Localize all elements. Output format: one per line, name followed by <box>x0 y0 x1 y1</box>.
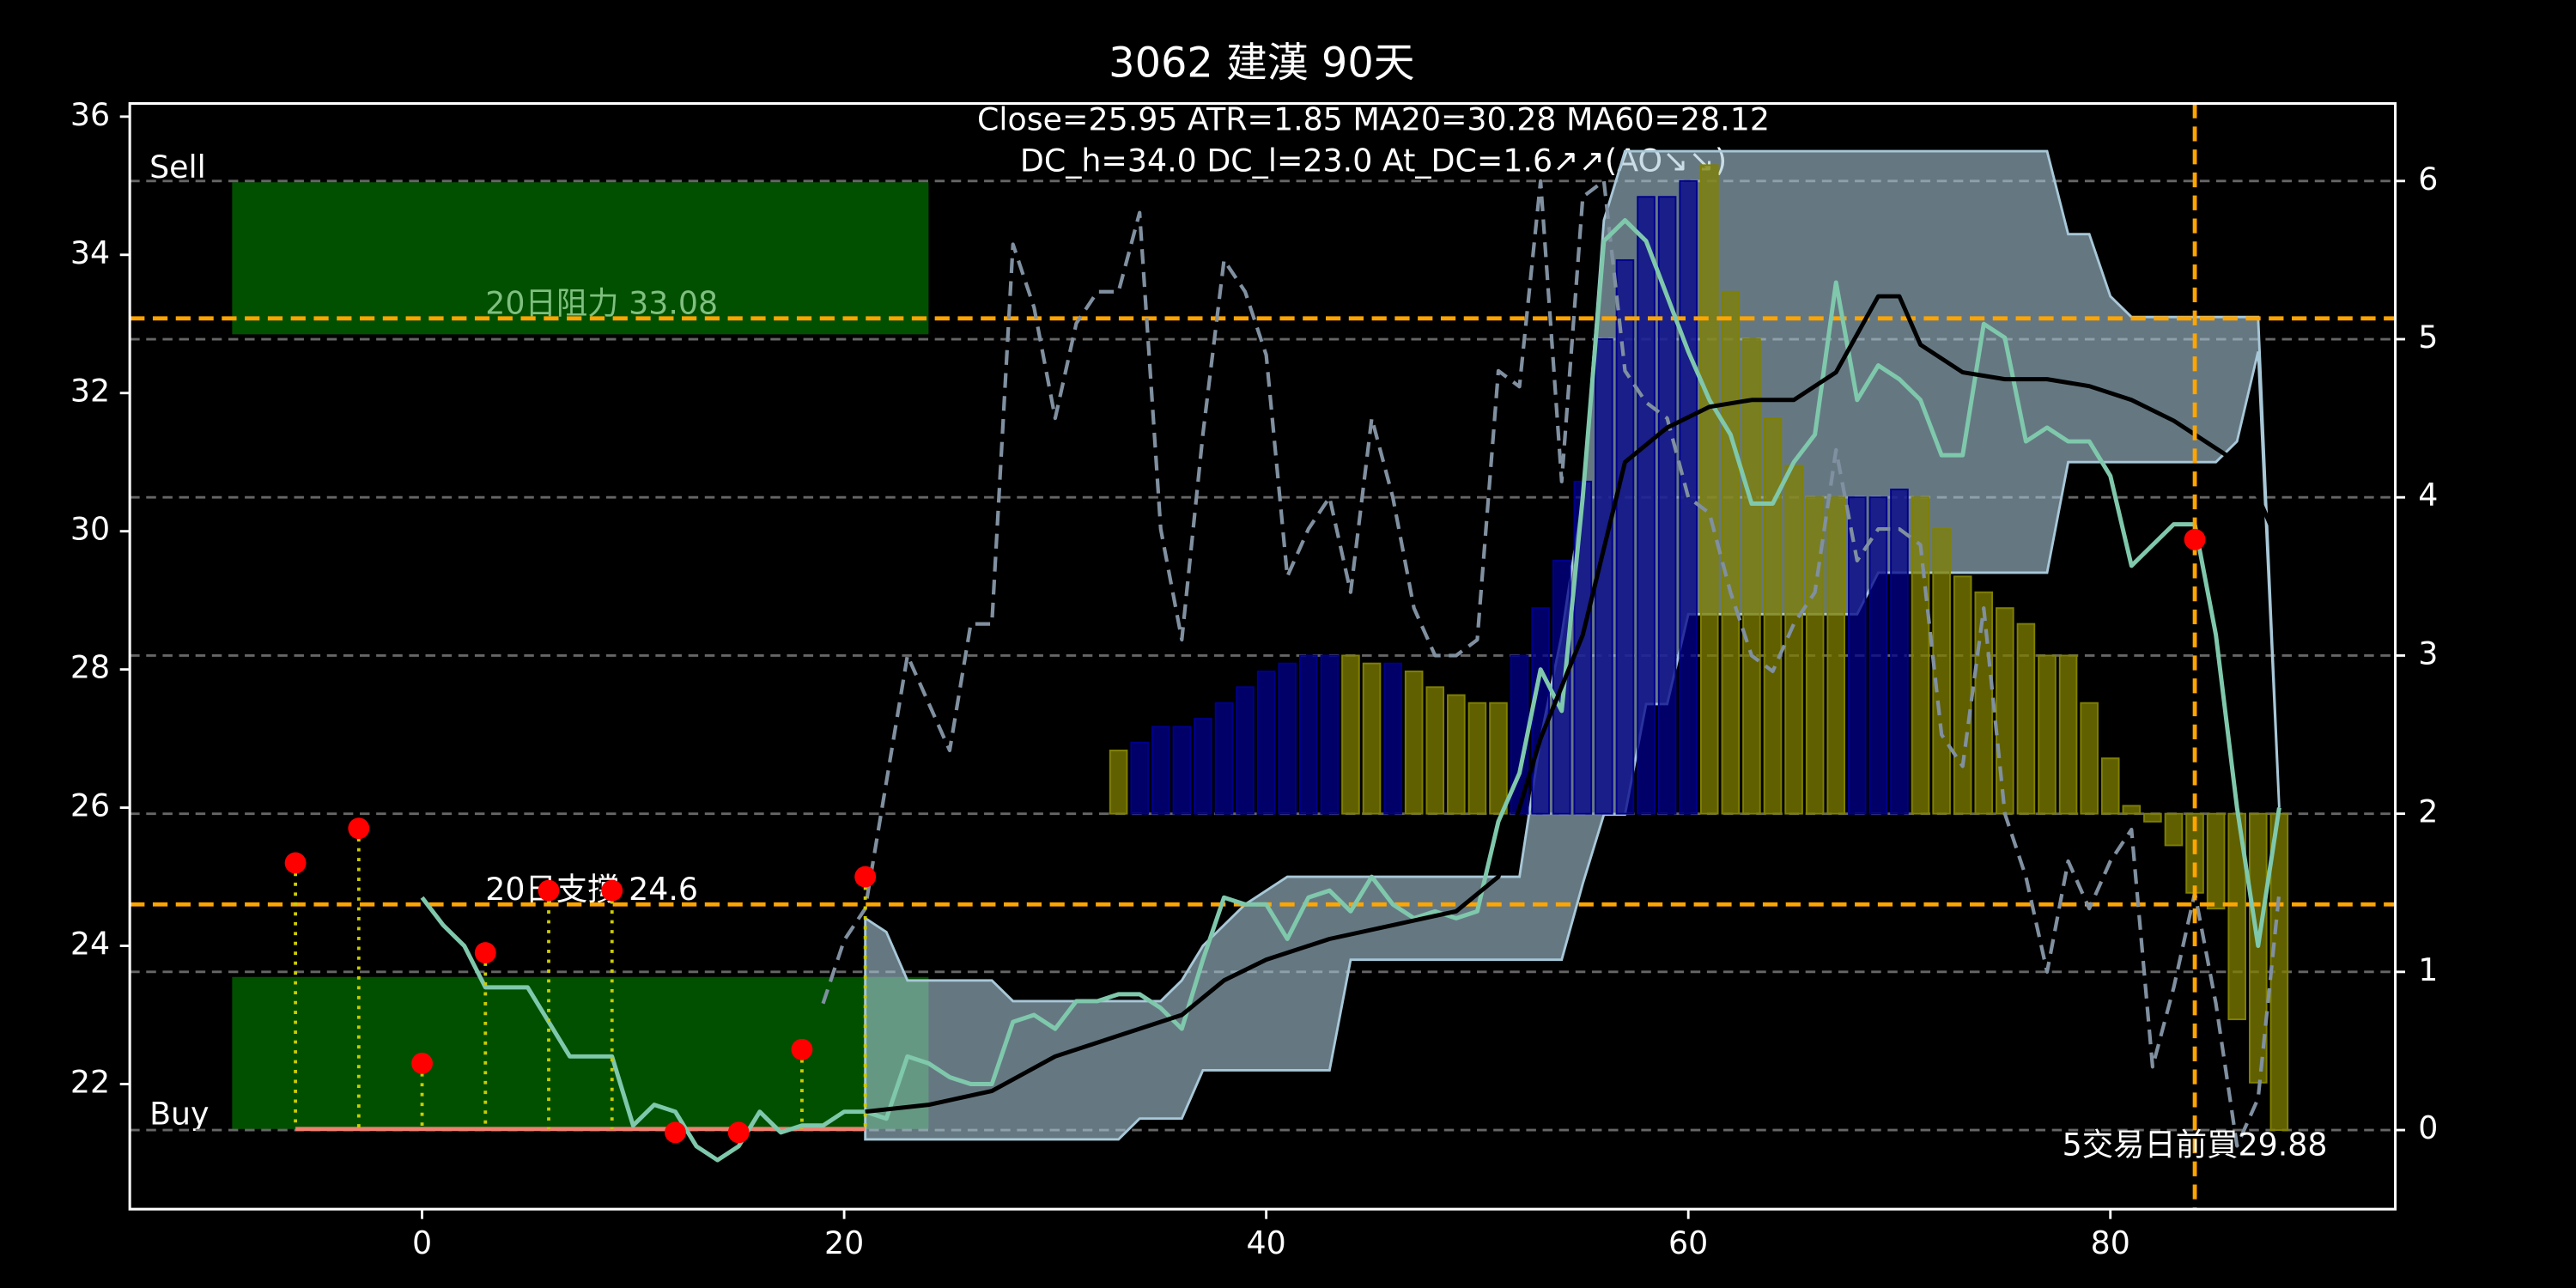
signal-point <box>538 879 560 902</box>
bar <box>1699 164 1719 815</box>
signal-point <box>601 879 623 902</box>
bar <box>1194 718 1212 815</box>
marker-point <box>2184 528 2206 550</box>
zone <box>232 976 929 1129</box>
bar <box>1109 749 1128 815</box>
bar <box>1404 670 1424 815</box>
y-tick-label: 34 <box>70 234 110 271</box>
bar <box>1868 496 1888 815</box>
bar <box>1996 607 2014 815</box>
y2-tick-label: 5 <box>2418 319 2438 355</box>
series-line <box>821 179 2281 1148</box>
bar <box>1637 196 1656 815</box>
bar <box>1826 496 1846 815</box>
bar <box>1425 686 1445 815</box>
x-tick-label: 40 <box>1247 1224 1286 1261</box>
signal-point <box>854 866 877 888</box>
y2-tick-label: 0 <box>2418 1109 2438 1146</box>
bar <box>1172 726 1192 815</box>
bar <box>2100 757 2120 815</box>
bar <box>1489 702 1508 815</box>
bar <box>1130 741 1149 815</box>
bar <box>1531 607 1550 815</box>
x-tick-label: 60 <box>1668 1224 1708 1261</box>
level-label: 20日阻力 33.08 <box>485 285 718 322</box>
x-tick-label: 80 <box>2091 1224 2130 1261</box>
y-tick-label: 28 <box>70 649 110 686</box>
signal-point <box>284 852 307 874</box>
bar <box>1151 726 1170 815</box>
signal-point <box>474 942 496 964</box>
chart-subtitle: DC_h=34.0 DC_l=23.0 At_DC=1.6↗↗(AO↘↘) <box>1020 142 1727 179</box>
bar <box>2164 812 2184 847</box>
bar <box>1953 575 1972 815</box>
bar <box>2058 654 2078 815</box>
signal-point <box>727 1121 750 1144</box>
y2-tick-label: 3 <box>2418 635 2438 671</box>
x-tick-label: 0 <box>412 1224 432 1261</box>
bar <box>2080 702 2099 815</box>
bar <box>1362 662 1382 815</box>
bar <box>1742 338 1761 815</box>
bar <box>1236 686 1255 815</box>
zone-label: Sell <box>149 149 206 185</box>
bar <box>1256 670 1276 815</box>
y-tick-label: 30 <box>70 511 110 548</box>
level-label: 20日支撐 24.6 <box>485 871 698 908</box>
bar <box>1805 496 1825 815</box>
bar <box>1974 591 1994 815</box>
bar <box>1383 662 1402 815</box>
y-tick-label: 22 <box>70 1064 110 1101</box>
bar <box>2206 812 2226 910</box>
zone <box>232 182 929 335</box>
bar <box>1763 417 1783 815</box>
bar <box>1467 702 1487 815</box>
bar <box>1341 654 1360 815</box>
chart-title: 3062 建漢 90天 <box>1109 40 1414 88</box>
bar <box>2143 812 2162 823</box>
bar <box>1615 258 1635 815</box>
signal-point <box>411 1052 433 1074</box>
y2-tick-label: 6 <box>2418 161 2438 197</box>
marker-label: 5交易日前買29.88 <box>2063 1126 2328 1163</box>
y-tick-label: 24 <box>70 926 110 963</box>
bar <box>2038 654 2057 815</box>
bar <box>1657 196 1677 815</box>
bar <box>1278 662 1297 815</box>
y-tick-label: 32 <box>70 373 110 410</box>
bar <box>1848 496 1867 815</box>
signal-point <box>791 1038 813 1060</box>
y2-tick-label: 4 <box>2418 477 2438 513</box>
y2-tick-label: 2 <box>2418 793 2438 830</box>
series-line <box>865 294 2281 1115</box>
channel-band <box>864 149 2281 1141</box>
y2-tick-label: 1 <box>2418 951 2438 988</box>
x-tick-label: 20 <box>824 1224 864 1261</box>
bar <box>1679 179 1698 815</box>
bar <box>2016 623 2036 815</box>
chart-subtitle: Close=25.95 ATR=1.85 MA20=30.28 MA60=28.… <box>977 101 1770 138</box>
bar <box>1447 694 1466 815</box>
bar <box>2269 812 2289 1132</box>
y-tick-label: 36 <box>70 96 110 133</box>
series-line <box>420 218 2281 1163</box>
bar <box>1890 489 1909 815</box>
bar <box>1214 702 1234 815</box>
signal-point <box>665 1121 686 1144</box>
y-tick-label: 26 <box>70 787 110 824</box>
bar <box>1721 290 1741 815</box>
bar <box>1784 465 1803 815</box>
signal-point <box>348 817 370 840</box>
bar <box>1932 528 1951 815</box>
bar <box>2122 805 2142 815</box>
zone-label: Buy <box>149 1096 209 1133</box>
bar <box>1320 654 1340 815</box>
bar <box>1299 654 1318 815</box>
